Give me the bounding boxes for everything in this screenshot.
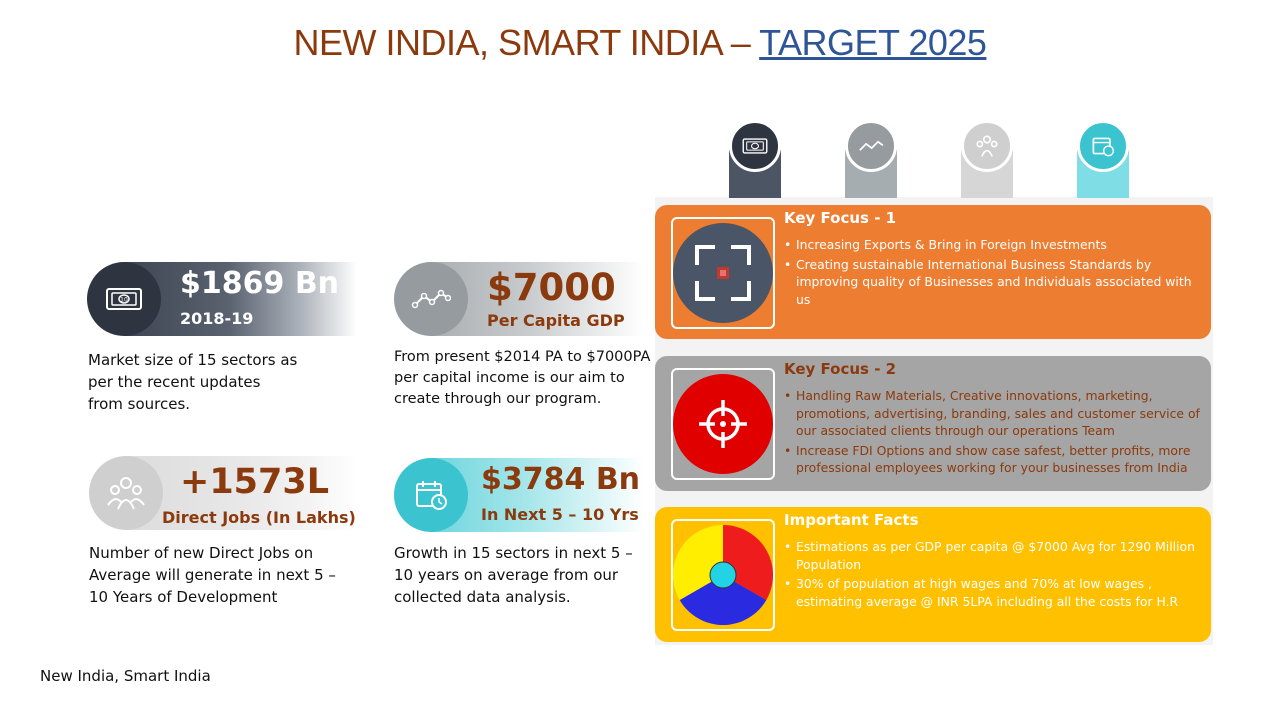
- focus-image: [671, 519, 775, 631]
- focus-bullets: Increasing Exports & Bring in Foreign In…: [784, 236, 1205, 310]
- stat-label: 2018-19: [180, 309, 254, 328]
- focus-bullet: Increase FDI Options and show case safes…: [784, 442, 1205, 477]
- focus-bullet: Handling Raw Materials, Creative innovat…: [784, 387, 1205, 440]
- banknote-icon: 10: [87, 262, 161, 336]
- desc-line: create through our program.: [394, 391, 602, 407]
- calendar-clock-icon: [1077, 120, 1129, 172]
- focus-bullet: 30% of population at high wages and 70% …: [784, 575, 1205, 610]
- desc-line: 10 Years of Development: [89, 588, 278, 606]
- stat-market-size: 10 $1869 Bn 2018-19: [87, 262, 357, 336]
- key-focus-1-card: Key Focus - 1 Increasing Exports & Bring…: [655, 205, 1211, 339]
- desc-line: per capital income is our aim to: [394, 370, 625, 386]
- stat-per-capita: $7000 Per Capita GDP: [394, 262, 644, 336]
- stat-value: $7000: [487, 266, 616, 309]
- title-link[interactable]: TARGET 2025: [759, 22, 987, 63]
- focus-bullet: Creating sustainable International Busin…: [784, 256, 1205, 309]
- stat-value: +1573L: [180, 462, 330, 502]
- footer-text: New India, Smart India: [40, 667, 211, 685]
- focus-heading: Important Facts: [784, 511, 919, 529]
- stat-value: $3784 Bn: [481, 462, 641, 497]
- focus-bullet: Increasing Exports & Bring in Foreign In…: [784, 236, 1205, 254]
- stat-description: Market size of 15 sectors as per the rec…: [88, 349, 297, 415]
- focus-image: [671, 368, 775, 480]
- focus-bullet: Estimations as per GDP per capita @ $700…: [784, 538, 1205, 573]
- desc-line: from sources.: [88, 395, 191, 413]
- people-icon: [961, 120, 1013, 172]
- focus-image: [671, 217, 775, 329]
- stat-label: Per Capita GDP: [487, 311, 625, 330]
- focus-heading: Key Focus - 1: [784, 209, 897, 227]
- stat-growth: $3784 Bn In Next 5 – 10 Yrs: [394, 458, 644, 532]
- stat-value: $1869 Bn: [180, 266, 340, 301]
- line-chart-icon: [845, 120, 897, 172]
- desc-line: Market size of 15 sectors as: [88, 351, 298, 369]
- focus-bullets: Handling Raw Materials, Creative innovat…: [784, 387, 1205, 479]
- stat-band: [124, 262, 357, 336]
- stat-direct-jobs: +1573L Direct Jobs (In Lakhs): [89, 456, 359, 530]
- calendar-clock-icon: [394, 458, 468, 532]
- banknote-icon: [729, 120, 781, 172]
- desc-line: Number of new Direct Jobs on: [89, 544, 314, 562]
- key-focus-2-card: Key Focus - 2 Handling Raw Materials, Cr…: [655, 356, 1211, 491]
- desc-line: per the recent updates: [88, 373, 261, 391]
- stat-label: In Next 5 – 10 Yrs: [481, 505, 639, 524]
- people-icon: [89, 456, 163, 530]
- stat-description: From present $2014 PA to $7000PA per cap…: [394, 347, 650, 410]
- desc-line: Growth in 15 sectors in next 5 –: [394, 544, 633, 562]
- desc-line: collected data analysis.: [394, 588, 571, 606]
- svg-text:10: 10: [120, 297, 128, 304]
- stat-band: [126, 456, 359, 530]
- important-facts-card: Important Facts Estimations as per GDP p…: [655, 507, 1211, 642]
- stat-description: Number of new Direct Jobs on Average wil…: [89, 542, 336, 608]
- focus-bullets: Estimations as per GDP per capita @ $700…: [784, 538, 1205, 612]
- line-chart-icon: [394, 262, 468, 336]
- page-title: NEW INDIA, SMART INDIA – TARGET 2025: [0, 22, 1280, 64]
- desc-line: 10 years on average from our: [394, 566, 619, 584]
- desc-line: Average will generate in next 5 –: [89, 566, 336, 584]
- focus-heading: Key Focus - 2: [784, 360, 897, 378]
- desc-line: From present $2014 PA to $7000PA: [394, 349, 651, 365]
- title-main: NEW INDIA, SMART INDIA –: [293, 22, 760, 63]
- stat-label: Direct Jobs (In Lakhs): [162, 508, 356, 527]
- stat-description: Growth in 15 sectors in next 5 – 10 year…: [394, 542, 633, 608]
